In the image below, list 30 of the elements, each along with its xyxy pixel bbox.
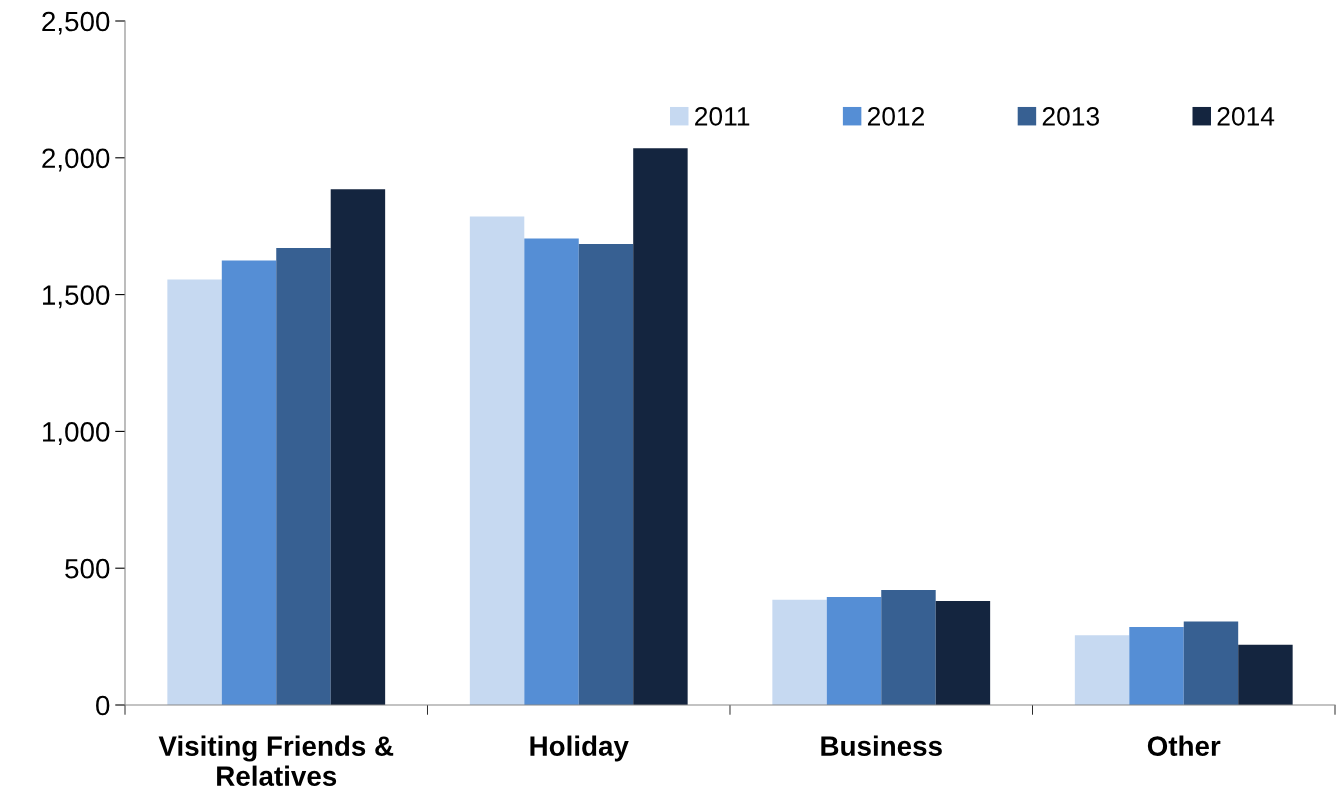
y-tick-label: 1,500 (43, 285, 110, 309)
y-tick-label: 2,500 (42, 11, 110, 35)
bar (826, 596, 882, 705)
bar (1183, 621, 1239, 705)
y-tick-label: 0 (96, 695, 110, 716)
bar (330, 189, 386, 705)
bar (578, 243, 634, 705)
y-tick-label: 1,000 (43, 422, 110, 446)
legend-label: 2014 (1217, 107, 1275, 126)
bar (167, 279, 222, 705)
legend-label: 2013 (1042, 107, 1099, 126)
bar (1129, 627, 1184, 705)
legend-label: 2012 (867, 107, 925, 126)
bar (1074, 635, 1130, 705)
bar (772, 599, 827, 705)
bar (276, 248, 331, 705)
x-tick-label: Business (821, 735, 942, 756)
y-tick-label: 500 (65, 558, 110, 579)
x-tick-label: Visiting Friends & Relatives (158, 735, 394, 786)
bar (633, 148, 688, 705)
bar (221, 260, 277, 705)
bar (524, 238, 579, 705)
bar (935, 601, 991, 705)
bar (881, 590, 936, 705)
x-tick-label: Other (1147, 735, 1221, 756)
bar (1238, 644, 1293, 705)
y-tick-label: 2,000 (42, 148, 110, 172)
legend-label: 2011 (695, 107, 750, 126)
x-tick-label: Holiday (530, 735, 629, 762)
bar (469, 216, 525, 705)
